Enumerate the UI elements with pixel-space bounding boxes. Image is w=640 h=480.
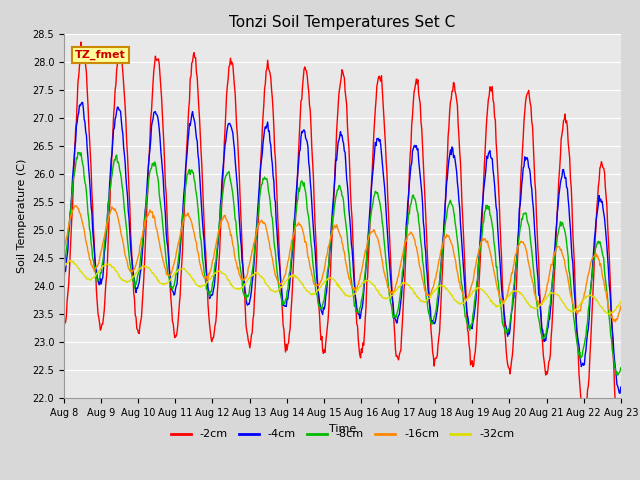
-2cm: [617, 460, 625, 466]
-16cm: [214, 232, 222, 238]
Line: -32cm: -32cm: [64, 260, 621, 314]
-4cm: [617, 384, 625, 390]
-8cm: [214, 235, 222, 241]
-8cm: [411, 195, 419, 201]
-4cm: [185, 131, 193, 137]
-16cm: [70, 204, 78, 210]
Legend: -2cm, -4cm, -8cm, -16cm, -32cm: -2cm, -4cm, -8cm, -16cm, -32cm: [166, 425, 518, 444]
-8cm: [128, 274, 136, 279]
-16cm: [411, 237, 419, 243]
-8cm: [70, 172, 78, 178]
-32cm: [128, 275, 136, 281]
-16cm: [128, 269, 136, 275]
Line: -2cm: -2cm: [64, 42, 621, 468]
-4cm: [214, 240, 222, 246]
-32cm: [411, 289, 419, 295]
-2cm: [616, 466, 624, 471]
-16cm: [60, 247, 68, 252]
-2cm: [185, 107, 193, 112]
-2cm: [411, 86, 419, 92]
-8cm: [428, 321, 435, 326]
Line: -4cm: -4cm: [64, 102, 621, 393]
-16cm: [71, 203, 79, 209]
X-axis label: Time: Time: [329, 424, 356, 433]
-32cm: [428, 292, 435, 298]
-32cm: [605, 312, 613, 317]
-8cm: [60, 263, 68, 269]
-8cm: [74, 149, 82, 155]
-32cm: [65, 257, 73, 263]
-16cm: [428, 290, 435, 296]
-32cm: [214, 268, 222, 274]
-32cm: [60, 264, 68, 270]
-2cm: [70, 164, 78, 170]
-2cm: [60, 323, 68, 329]
-32cm: [185, 271, 193, 277]
-4cm: [411, 143, 419, 148]
-16cm: [612, 319, 620, 324]
Y-axis label: Soil Temperature (C): Soil Temperature (C): [17, 159, 27, 273]
-2cm: [77, 39, 85, 45]
-2cm: [214, 278, 222, 284]
-4cm: [70, 156, 78, 162]
-8cm: [617, 365, 625, 371]
-2cm: [128, 262, 136, 267]
-8cm: [185, 168, 193, 173]
-32cm: [617, 299, 625, 304]
-4cm: [128, 258, 136, 264]
-4cm: [60, 276, 68, 282]
-4cm: [428, 318, 435, 324]
-8cm: [614, 372, 621, 378]
-4cm: [616, 390, 624, 396]
Line: -8cm: -8cm: [64, 152, 621, 375]
Line: -16cm: -16cm: [64, 206, 621, 322]
-4cm: [79, 99, 86, 105]
Title: Tonzi Soil Temperatures Set C: Tonzi Soil Temperatures Set C: [229, 15, 456, 30]
-16cm: [617, 303, 625, 309]
-16cm: [185, 214, 193, 219]
-32cm: [71, 261, 79, 267]
-2cm: [428, 328, 435, 334]
Text: TZ_fmet: TZ_fmet: [75, 50, 126, 60]
